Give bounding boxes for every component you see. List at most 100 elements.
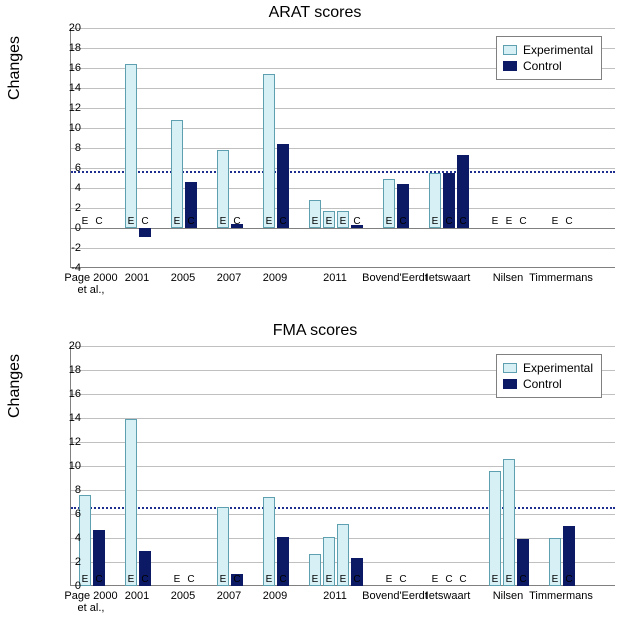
zero-axis-line [71,228,615,229]
legend-row-experimental: Experimental [503,43,593,57]
group-label: 2005 [171,272,195,284]
arat-title: ARAT scores [0,4,630,22]
bar-kind-label: E [552,574,559,585]
y-tick-label: 18 [53,364,81,376]
bar-control [139,228,151,237]
group-label: Page 2000 et al., [61,272,121,296]
y-tick-label: 10 [53,122,81,134]
group-label: Bovend'Eerdt [362,272,428,284]
gridline [71,514,615,515]
group-label: 2007 [217,590,241,602]
gridline [71,168,615,169]
gridline [71,88,615,89]
gridline [71,248,615,249]
group-label: Timmermans [529,272,593,284]
y-tick-label: 12 [53,102,81,114]
bar-kind-label: E [326,216,333,227]
y-tick-label: 8 [53,484,81,496]
bar-kind-label: E [174,574,181,585]
gridline [71,466,615,467]
group-label: Timmermans [529,590,593,602]
bar-kind-label: C [445,216,452,227]
y-tick-label: -2 [53,242,81,254]
figure: ARAT scores Changes ECECECECECEEECECECCE… [0,0,630,637]
y-tick-label: 20 [53,22,81,34]
gridline [71,346,615,347]
group-label: 2009 [263,272,287,284]
legend-label-experimental: Experimental [523,361,593,375]
group-label: Nilsen [493,272,524,284]
bar-kind-label: E [432,216,439,227]
bar-kind-label: E [266,574,273,585]
y-tick-label: 18 [53,42,81,54]
bar-experimental [489,471,501,586]
bar-experimental [263,497,275,586]
bar-kind-label: E [340,574,347,585]
fma-panel: FMA scores Changes ECECECECECEEECECECCEE… [0,318,630,637]
legend-label-control: Control [523,59,562,73]
bar-kind-label: E [174,216,181,227]
y-tick-label: 16 [53,388,81,400]
bar-kind-label: E [82,216,89,227]
group-label: Ietswaart [426,590,471,602]
bar-kind-label: C [565,574,572,585]
bar-experimental [171,120,183,228]
bar-kind-label: E [432,574,439,585]
y-tick-label: 14 [53,412,81,424]
bar-kind-label: E [386,574,393,585]
gridline [71,108,615,109]
gridline [71,442,615,443]
bar-kind-label: E [266,216,273,227]
legend-row-control: Control [503,59,593,73]
bar-kind-label: E [506,216,513,227]
reference-line [71,171,615,173]
bar-kind-label: E [128,216,135,227]
bar-experimental [125,64,137,228]
y-tick-label: 0 [53,222,81,234]
bar-kind-label: E [128,574,135,585]
bar-kind-label: C [141,574,148,585]
bar-kind-label: C [519,216,526,227]
arat-panel: ARAT scores Changes ECECECECECEEECECECCE… [0,0,630,318]
legend-swatch-experimental-icon [503,363,517,373]
legend-label-experimental: Experimental [523,43,593,57]
bar-kind-label: E [82,574,89,585]
arat-ylabel: Changes [6,36,24,100]
group-label: 2001 [125,272,149,284]
bar-kind-label: E [386,216,393,227]
bar-kind-label: E [220,216,227,227]
y-tick-label: 14 [53,82,81,94]
group-label: 2001 [125,590,149,602]
legend-swatch-control-icon [503,61,517,71]
bar-kind-label: C [353,574,360,585]
bar-kind-label: C [399,574,406,585]
y-tick-label: 6 [53,508,81,520]
gridline [71,418,615,419]
bar-kind-label: C [459,574,466,585]
bar-experimental [125,419,137,586]
y-tick-label: 4 [53,532,81,544]
bar-kind-label: C [519,574,526,585]
bar-kind-label: C [95,216,102,227]
group-label: 2011 [323,590,347,602]
bar-kind-label: E [506,574,513,585]
bar-experimental [263,74,275,228]
y-tick-label: 12 [53,436,81,448]
group-label: 2007 [217,272,241,284]
bar-kind-label: E [312,574,319,585]
bar-kind-label: E [220,574,227,585]
bar-kind-label: C [95,574,102,585]
arat-legend: Experimental Control [496,36,602,80]
y-tick-label: 16 [53,62,81,74]
bar-kind-label: C [187,216,194,227]
group-label: Page 2000 et al., [61,590,121,614]
bar-experimental [503,459,515,586]
gridline [71,188,615,189]
y-tick-label: 4 [53,182,81,194]
bar-kind-label: C [353,216,360,227]
bar-kind-label: C [233,216,240,227]
y-tick-label: 8 [53,142,81,154]
legend-label-control: Control [523,377,562,391]
gridline [71,490,615,491]
group-label: 2011 [323,272,347,284]
